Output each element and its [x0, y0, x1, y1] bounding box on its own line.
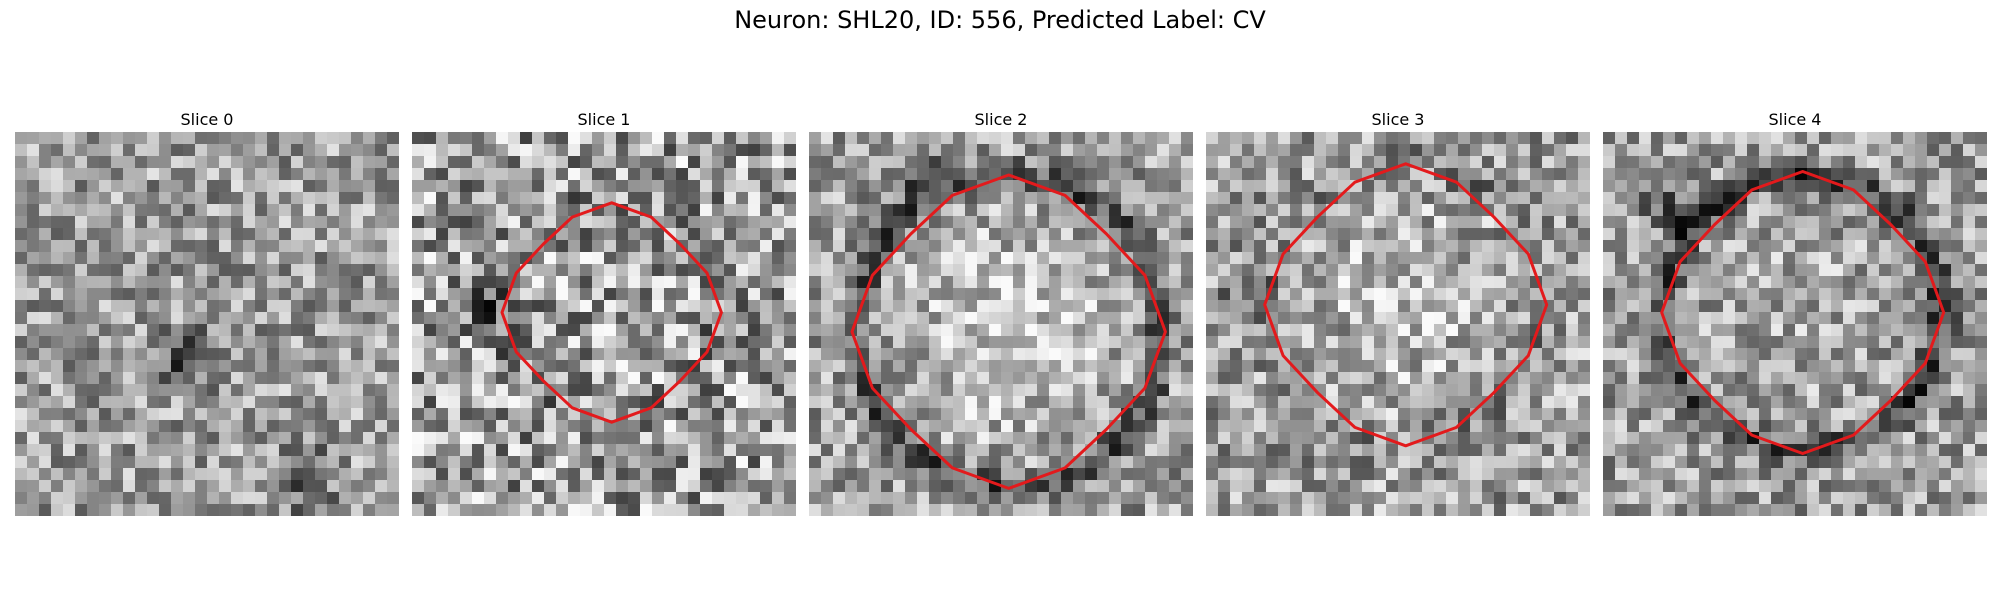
slice-panel-3: Slice 3 [1206, 108, 1590, 516]
slice-panel-1: Slice 1 [412, 108, 796, 516]
slice-title: Slice 1 [577, 110, 631, 129]
pixel-grid [1206, 132, 1590, 516]
slice-title: Slice 0 [180, 110, 234, 129]
contour-outline [500, 201, 723, 424]
figure-title: Neuron: SHL20, ID: 556, Predicted Label:… [734, 6, 1266, 34]
slice-title: Slice 2 [974, 110, 1028, 129]
slice-panel-2: Slice 2 [809, 108, 1193, 516]
contour-outline [1660, 170, 1946, 455]
slice-image [412, 132, 796, 516]
slice-panel-0: Slice 0 [15, 108, 399, 516]
slice-image [809, 132, 1193, 516]
pixel-grid [15, 132, 399, 516]
slice-title: Slice 3 [1371, 110, 1425, 129]
slice-image-frame [15, 132, 399, 516]
slice-image-frame [1206, 132, 1590, 516]
pixel-grid [1603, 132, 1987, 516]
slice-image-frame [412, 132, 796, 516]
slice-image [15, 132, 399, 516]
slice-title: Slice 4 [1768, 110, 1822, 129]
slice-image-frame [809, 132, 1193, 516]
contour-outline [1263, 162, 1549, 448]
slice-image [1603, 132, 1987, 516]
contour-outline [850, 173, 1167, 490]
slice-panel-4: Slice 4 [1603, 108, 1987, 516]
slice-image-frame [1603, 132, 1987, 516]
pixel-grid [809, 132, 1193, 516]
slice-image [1206, 132, 1590, 516]
pixel-grid [412, 132, 796, 516]
